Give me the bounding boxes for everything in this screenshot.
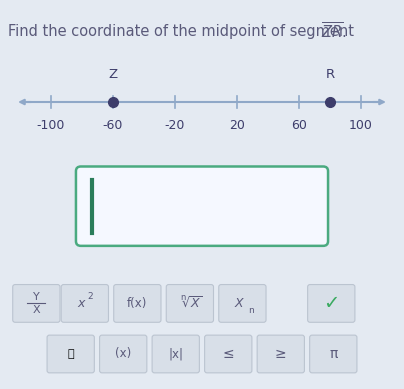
Text: π: π (329, 347, 337, 361)
Text: f(x): f(x) (127, 297, 147, 310)
Text: Y: Y (33, 292, 40, 302)
FancyBboxPatch shape (308, 285, 355, 322)
Text: Z: Z (108, 68, 118, 81)
Text: n: n (248, 306, 254, 315)
FancyBboxPatch shape (257, 335, 305, 373)
FancyBboxPatch shape (204, 335, 252, 373)
FancyBboxPatch shape (114, 285, 161, 322)
FancyBboxPatch shape (61, 285, 108, 322)
Text: (x): (x) (115, 347, 131, 361)
Text: R: R (325, 68, 335, 81)
Text: ≤: ≤ (223, 347, 234, 361)
FancyBboxPatch shape (219, 285, 266, 322)
Text: |x|: |x| (168, 347, 183, 361)
Text: 20: 20 (229, 119, 245, 132)
Text: ✓: ✓ (323, 294, 339, 313)
Text: $\overline{ZR}$.: $\overline{ZR}$. (321, 21, 347, 41)
Text: 2: 2 (88, 292, 93, 301)
Text: -100: -100 (37, 119, 65, 132)
FancyBboxPatch shape (13, 285, 60, 322)
FancyBboxPatch shape (309, 335, 357, 373)
Text: $\sqrt{X}$: $\sqrt{X}$ (181, 296, 203, 311)
Text: n: n (180, 293, 185, 302)
FancyBboxPatch shape (76, 166, 328, 246)
FancyBboxPatch shape (47, 335, 94, 373)
Text: -20: -20 (165, 119, 185, 132)
FancyBboxPatch shape (99, 335, 147, 373)
FancyBboxPatch shape (166, 285, 213, 322)
Text: x: x (77, 297, 84, 310)
Text: 🗑: 🗑 (67, 349, 74, 359)
Text: X: X (235, 297, 244, 310)
Text: 100: 100 (349, 119, 373, 132)
Text: -60: -60 (103, 119, 123, 132)
Text: 60: 60 (291, 119, 307, 132)
FancyBboxPatch shape (152, 335, 200, 373)
Text: Find the coordinate of the midpoint of segment: Find the coordinate of the midpoint of s… (8, 24, 359, 39)
Text: X: X (33, 305, 40, 315)
Text: ≥: ≥ (275, 347, 286, 361)
